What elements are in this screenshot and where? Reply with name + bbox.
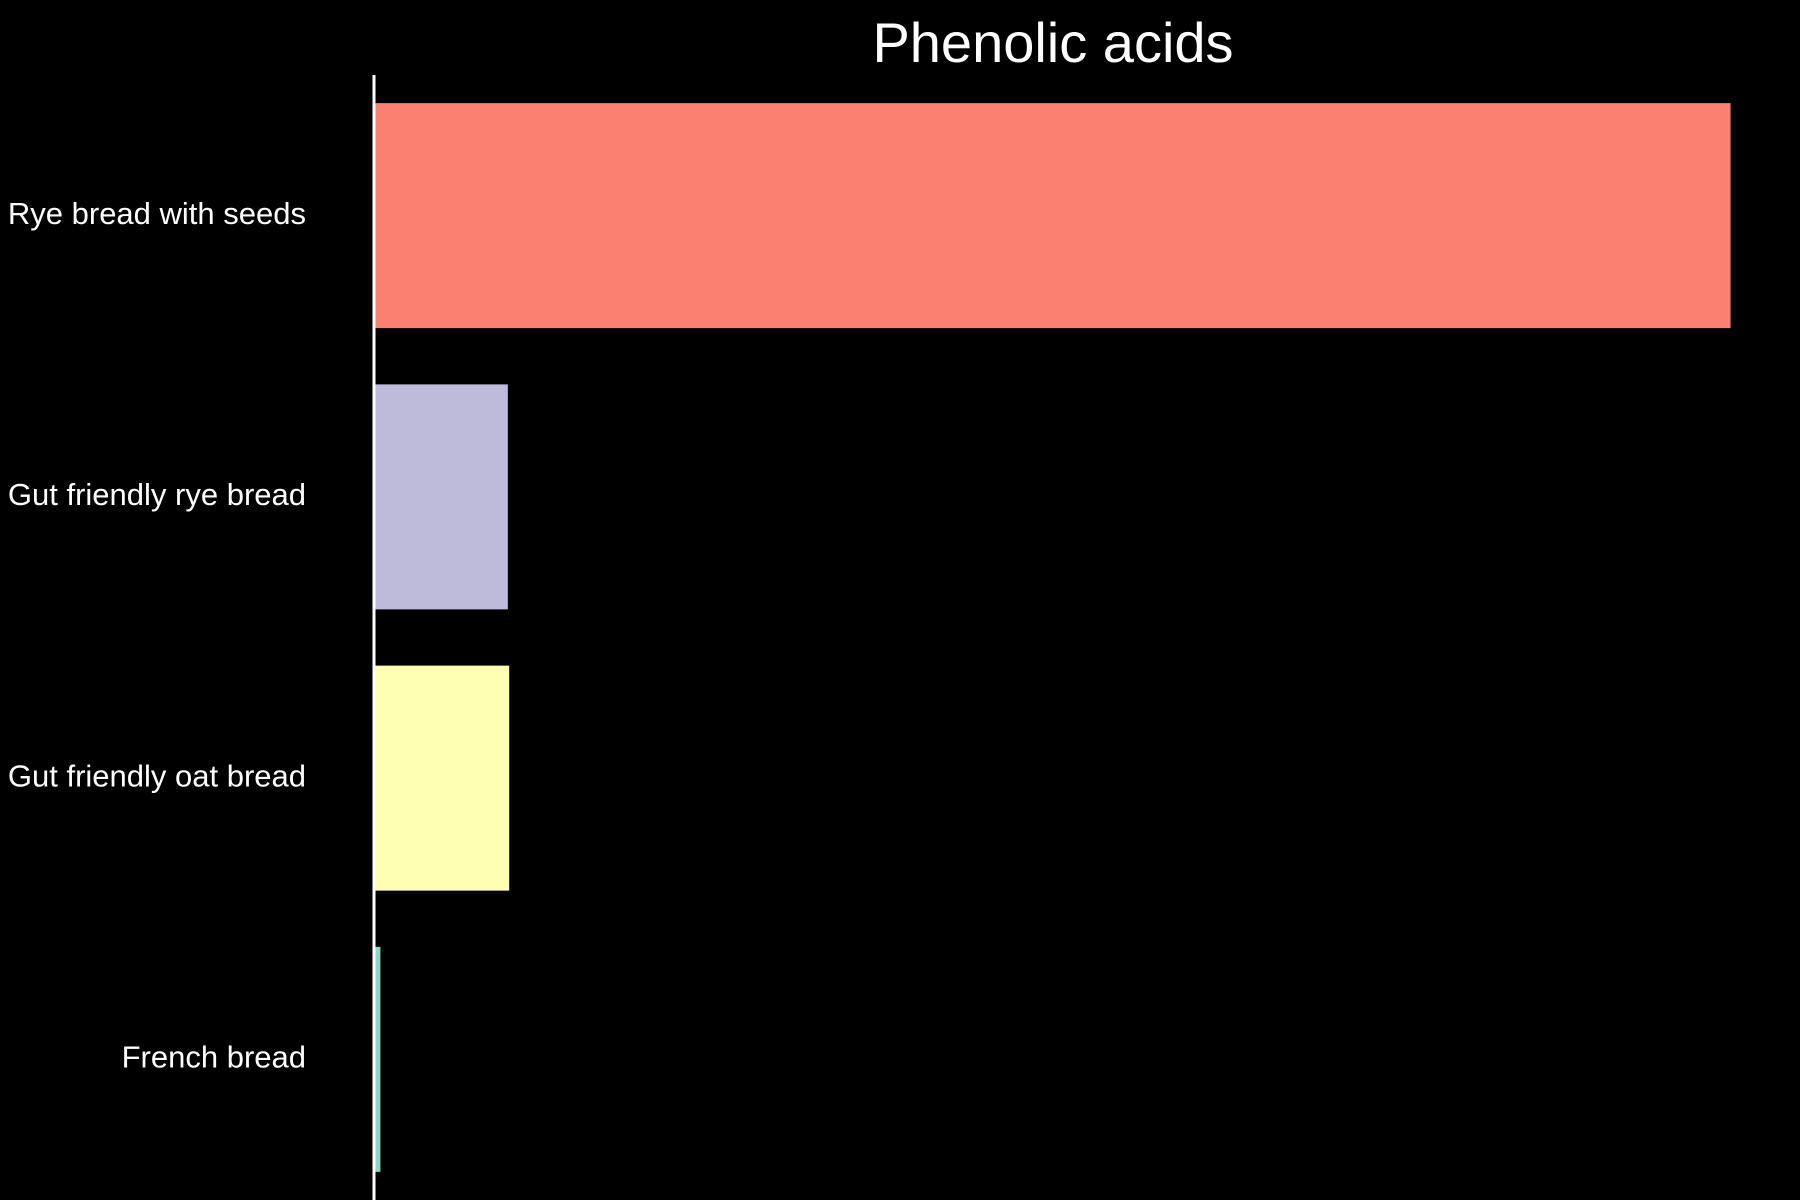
category-label-1: Rye bread with seeds	[8, 196, 306, 231]
bars-group	[375, 103, 1731, 1172]
bar-3	[375, 665, 510, 891]
bar-1	[375, 103, 1731, 329]
category-label-4: French bread	[122, 1040, 306, 1075]
category-label-3: Gut friendly oat bread	[8, 758, 306, 793]
category-label-2: Gut friendly rye bread	[8, 477, 306, 512]
category-labels-group: Rye bread with seeds Gut friendly rye bre…	[8, 196, 306, 1075]
bar-4	[375, 946, 381, 1172]
bar-2	[375, 384, 508, 610]
chart-title: Phenolic acids	[872, 11, 1233, 74]
